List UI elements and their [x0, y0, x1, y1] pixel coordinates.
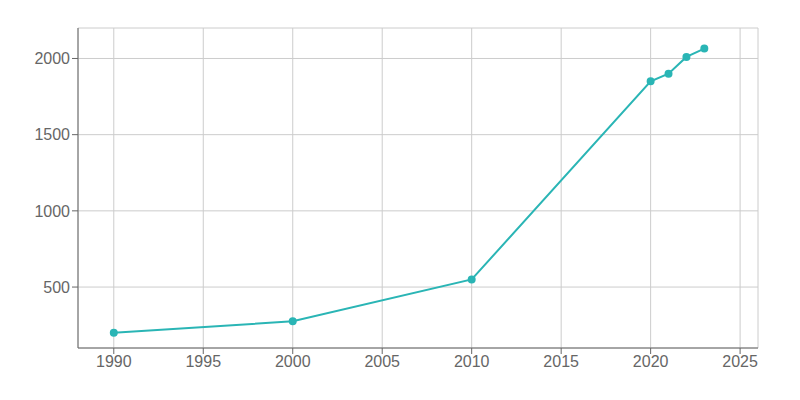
svg-text:2000: 2000	[275, 353, 311, 370]
svg-text:2000: 2000	[34, 50, 70, 67]
svg-text:1500: 1500	[34, 126, 70, 143]
svg-text:2010: 2010	[454, 353, 490, 370]
svg-text:500: 500	[43, 279, 70, 296]
svg-text:1990: 1990	[96, 353, 132, 370]
svg-text:1000: 1000	[34, 203, 70, 220]
svg-text:2020: 2020	[633, 353, 669, 370]
svg-text:1995: 1995	[185, 353, 221, 370]
svg-text:2005: 2005	[364, 353, 400, 370]
svg-text:2025: 2025	[722, 353, 758, 370]
svg-text:2015: 2015	[543, 353, 579, 370]
